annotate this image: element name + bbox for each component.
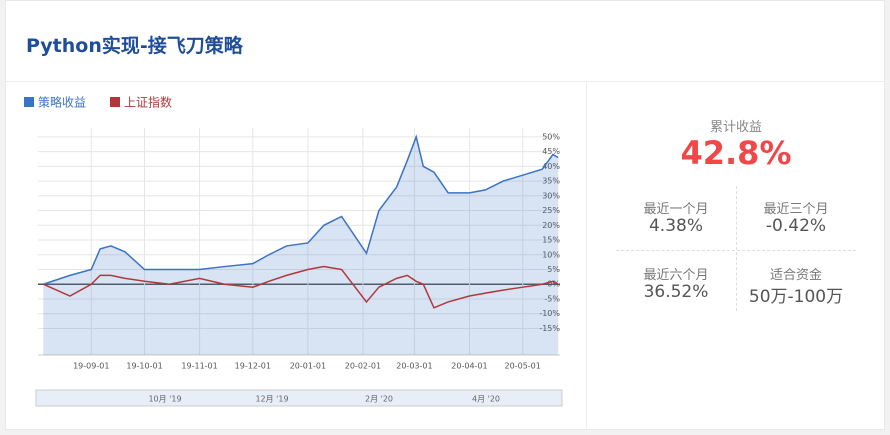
page-title: Python实现-接飞刀策略 <box>26 35 243 57</box>
x-tick-label: 20-05-01 <box>505 362 541 371</box>
navigator-label: 4月 '20 <box>472 395 500 404</box>
y-tick-label: 50% <box>542 132 560 141</box>
y-tick-label: 0% <box>547 280 560 289</box>
y-tick-label: 10% <box>542 250 560 259</box>
x-tick-label: 20-04-01 <box>451 362 487 371</box>
line <box>43 265 559 309</box>
x-tick-label: 19-10-01 <box>126 362 162 371</box>
navigator-label: 10月 '19 <box>148 395 181 404</box>
y-tick-label: 25% <box>542 206 560 215</box>
stat-value: 36.52% <box>643 282 709 302</box>
y-tick-label: 5% <box>547 265 560 274</box>
y-tick-label: -10% <box>539 309 560 318</box>
navigator-label: 12月 '19 <box>255 395 288 404</box>
y-tick-label: 15% <box>542 236 560 245</box>
legend-swatch <box>110 97 120 107</box>
x-tick-label: 19-12-01 <box>235 362 271 371</box>
legend-swatch <box>24 97 34 107</box>
stat-label: 最近一个月 <box>643 202 709 217</box>
x-tick-label: 20-02-01 <box>345 362 381 371</box>
x-tick-label: 19-09-01 <box>73 362 109 371</box>
area <box>43 136 559 355</box>
divider <box>736 186 737 311</box>
x-tick-label: 20-01-01 <box>290 362 326 371</box>
legend-label: 上证指数 <box>124 95 172 110</box>
navigator-label: 2月 '20 <box>365 395 393 404</box>
divider <box>6 81 884 82</box>
stat-value: -0.42% <box>765 216 827 236</box>
y-tick-label: 45% <box>542 147 560 156</box>
y-tick-label: 35% <box>542 177 560 186</box>
divider <box>586 82 587 429</box>
x-tick-label: 20-03-01 <box>396 362 432 371</box>
x-tick-label: 19-11-01 <box>181 362 217 371</box>
line <box>43 134 559 285</box>
y-tick-label: 40% <box>542 162 560 171</box>
y-tick-label: 30% <box>542 191 560 200</box>
stat-value: 50万-100万 <box>748 287 844 307</box>
stat-label: 最近六个月 <box>643 268 709 283</box>
stat-label: 最近三个月 <box>763 202 829 217</box>
y-tick-label: -15% <box>539 324 560 333</box>
stat-value: 42.8% <box>680 134 792 172</box>
stat-label: 累计收益 <box>709 120 762 135</box>
stat-value: 4.38% <box>648 216 703 236</box>
stat-label: 适合资金 <box>769 268 822 283</box>
navigator <box>35 389 563 407</box>
y-tick-label: -5% <box>544 294 560 303</box>
legend-label: 策略收益 <box>38 95 86 110</box>
y-tick-label: 20% <box>542 221 560 230</box>
